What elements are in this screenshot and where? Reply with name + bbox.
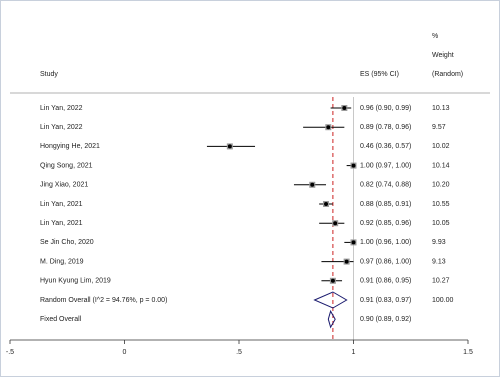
weight-label: 10.13 [432, 105, 450, 112]
es-label: 0.91 (0.86, 0.95) [360, 278, 411, 285]
weight-label: 10.27 [432, 278, 450, 285]
point-estimate [351, 163, 356, 168]
weight-label: 9.13 [432, 258, 446, 265]
weight-label: 9.93 [432, 239, 446, 246]
weight-header: % [432, 33, 438, 40]
weight-label: 10.20 [432, 182, 450, 189]
point-estimate [333, 221, 338, 226]
study-label: Lin Yan, 2022 [40, 105, 83, 112]
study-label: Fixed Overall [40, 316, 82, 323]
x-tick-label: 0 [123, 349, 127, 356]
study-label: Lin Yan, 2021 [40, 220, 83, 227]
es-label: 1.00 (0.96, 1.00) [360, 239, 411, 246]
study-label: M. Ding, 2019 [40, 258, 84, 265]
study-label: Qing Song, 2021 [40, 162, 93, 169]
es-label: 0.92 (0.85, 0.96) [360, 220, 411, 227]
x-tick-label: 1 [352, 349, 356, 356]
x-tick-label: .5 [236, 349, 242, 356]
point-estimate [227, 144, 232, 149]
pooled-diamond [313, 291, 348, 309]
study-label: Se Jin Cho, 2020 [40, 239, 94, 246]
es-label: 0.82 (0.74, 0.88) [360, 182, 411, 189]
point-estimate [326, 125, 331, 130]
weight-header: (Random) [432, 71, 463, 78]
point-estimate [344, 259, 349, 264]
study-header: Study [40, 71, 58, 78]
study-label: Lin Yan, 2021 [40, 201, 83, 208]
weight-label: 100.00 [432, 297, 454, 304]
weight-label: 10.55 [432, 201, 450, 208]
es-label: 0.88 (0.85, 0.91) [360, 201, 411, 208]
es-label: 0.89 (0.78, 0.96) [360, 124, 411, 131]
es-label: 0.96 (0.90, 0.99) [360, 105, 411, 112]
es-label: 0.97 (0.86, 1.00) [360, 258, 411, 265]
point-estimate [351, 240, 356, 245]
point-estimate [330, 278, 335, 283]
weight-label: 10.02 [432, 143, 450, 150]
weight-header: Weight [432, 52, 454, 59]
study-label: Hongying He, 2021 [40, 143, 100, 150]
weight-label: 10.05 [432, 220, 450, 227]
es-header: ES (95% CI) [360, 71, 399, 78]
es-label: 1.00 (0.97, 1.00) [360, 162, 411, 169]
weight-label: 9.57 [432, 124, 446, 131]
es-label: 0.90 (0.89, 0.92) [360, 316, 411, 323]
x-tick-label: 1.5 [463, 349, 473, 356]
point-estimate [324, 202, 329, 206]
x-tick-label: -.5 [6, 349, 14, 356]
study-label: Random Overall (I^2 = 94.76%, p = 0.00) [40, 297, 167, 304]
weight-label: 10.14 [432, 162, 450, 169]
pooled-diamond [327, 309, 336, 329]
es-label: 0.91 (0.83, 0.97) [360, 297, 411, 304]
point-estimate [310, 182, 315, 187]
es-label: 0.46 (0.36, 0.57) [360, 143, 411, 150]
study-label: Lin Yan, 2022 [40, 124, 83, 131]
point-estimate [342, 106, 347, 110]
study-label: Jing Xiao, 2021 [40, 182, 88, 189]
study-label: Hyun Kyung Lim, 2019 [40, 278, 111, 285]
